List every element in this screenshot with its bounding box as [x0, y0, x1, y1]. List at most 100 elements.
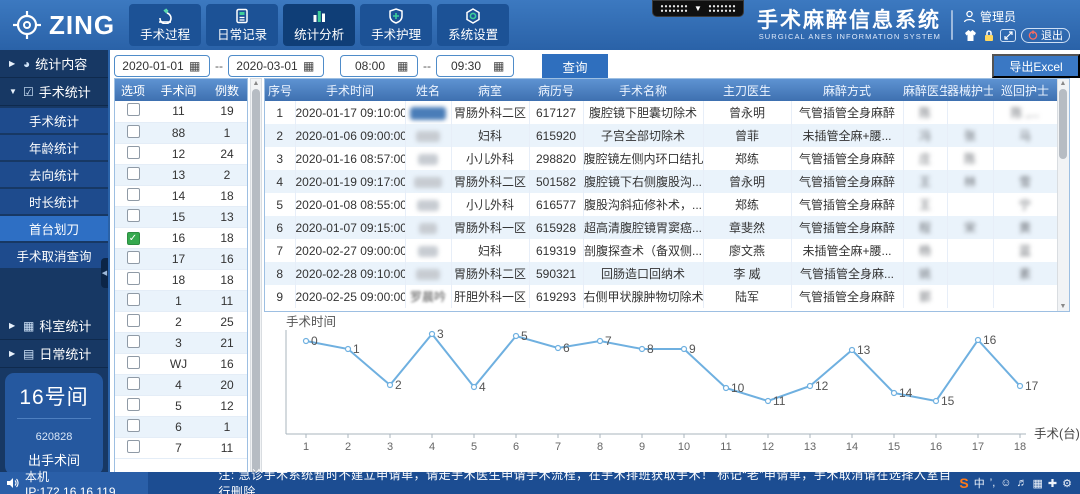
- room-checkbox[interactable]: [126, 334, 140, 348]
- cell-surgery: 腹腔镜左侧内环口结扎术: [583, 147, 704, 170]
- room-number: 4: [151, 374, 206, 396]
- sidebar-group-stat-content[interactable]: ▶ ◕ 统计内容: [0, 50, 108, 78]
- surgery-row[interactable]: 3 2020-01-16 08:57:00 小儿外科 298820 腹腔镜左侧内环口结扎…: [265, 147, 1058, 170]
- room-checkbox[interactable]: [126, 208, 140, 222]
- room-number: 5: [151, 395, 206, 417]
- room-checkbox[interactable]: [126, 418, 140, 432]
- exit-room-button[interactable]: 出手术间: [27, 453, 80, 468]
- room-checkbox[interactable]: [126, 250, 140, 264]
- room-checkbox[interactable]: [126, 145, 140, 159]
- svg-text:7: 7: [555, 441, 561, 453]
- cell-surgery: 腹股沟斜疝修补术，...: [583, 193, 704, 216]
- svg-text:17: 17: [972, 441, 984, 453]
- ime-tray[interactable]: S 中 ’, ☺ ♬ ▦ ✚ ⚙: [959, 475, 1080, 491]
- nav-statistics[interactable]: 统计分析: [283, 4, 356, 46]
- scrubs-icon[interactable]: [963, 29, 978, 42]
- cell-surgery: 腹腔镜下右侧腹股沟...: [583, 170, 704, 193]
- column-header: 器械护士: [947, 79, 993, 101]
- range-separator: --: [423, 59, 431, 73]
- calendar-icon[interactable]: ▦: [189, 59, 201, 73]
- time-to-input[interactable]: 09:30 ▦: [436, 55, 514, 77]
- sidebar: ▶ ◕ 统计内容 ▼ ☑ 手术统计 手术统计 年龄统计 去向统计 时长统计 首台划刀 手术…: [0, 50, 108, 475]
- cell-circulating_nurse: [993, 285, 1058, 308]
- surgery-table-header-row: 序号 手术时间 姓名 病室 病历号 手术名称 主刀医生 麻醉方式 麻醉医生 器械护士 巡回护士: [265, 79, 1057, 101]
- svg-text:9: 9: [639, 441, 645, 453]
- pie-icon: ◕: [23, 56, 31, 71]
- clock-picker-icon[interactable]: ▦: [493, 59, 505, 73]
- cell-seq: 2: [265, 124, 296, 147]
- tray-icon[interactable]: ✚: [1047, 477, 1058, 490]
- dock-dots-right: [707, 4, 736, 13]
- case-count: 11: [206, 290, 247, 312]
- sidebar-item-4[interactable]: 首台划刀: [0, 216, 108, 241]
- cell-anesthesia: 未插管全麻+腰...: [791, 124, 904, 147]
- room-checkbox[interactable]: [126, 292, 140, 306]
- room-checkbox[interactable]: [126, 397, 140, 411]
- room-checkbox[interactable]: [126, 376, 140, 390]
- lock-icon[interactable]: [983, 29, 995, 42]
- time-from-input[interactable]: 08:00 ▦: [340, 55, 418, 77]
- svg-text:12: 12: [815, 379, 829, 393]
- nav-system-settings[interactable]: 系统设置: [437, 4, 510, 46]
- cell-patient: [405, 262, 452, 285]
- tray-icon[interactable]: ☺: [1000, 477, 1012, 489]
- tray-icon[interactable]: ’,: [989, 477, 996, 489]
- sidebar-item-5[interactable]: 手术取消查询: [0, 243, 108, 268]
- room-checkbox[interactable]: [126, 313, 140, 327]
- sidebar-item-0[interactable]: 手术统计: [0, 108, 108, 133]
- nav-daily-record[interactable]: 日常记录: [206, 4, 279, 46]
- sidebar-collapse-handle[interactable]: ◀: [101, 258, 108, 288]
- nav-surgery-process[interactable]: 手术过程: [129, 4, 202, 46]
- room-checkbox[interactable]: ✓: [126, 232, 140, 245]
- expand-button[interactable]: [1000, 28, 1016, 42]
- room-checkbox[interactable]: [126, 124, 140, 138]
- calendar-icon[interactable]: ▦: [303, 59, 315, 73]
- svg-text:11: 11: [773, 394, 786, 408]
- surgery-row[interactable]: 6 2020-01-07 09:15:00 胃肠外科一区 615928 超高清腹腔镜胃窦…: [265, 216, 1058, 239]
- tray-icon[interactable]: 中: [973, 478, 985, 490]
- surgery-row[interactable]: 7 2020-02-27 09:00:00 妇科 619319 剖腹探查术（备双侧...…: [265, 239, 1058, 262]
- surgery-row[interactable]: 1 2020-01-17 09:10:00 胃肠外科二区 617127 腹腔镜下胆囊切除…: [265, 101, 1058, 124]
- tray-icon[interactable]: ⚙: [1062, 477, 1072, 490]
- dock-widget[interactable]: ▼: [652, 0, 744, 17]
- room-checkbox[interactable]: [126, 439, 140, 453]
- surgery-row[interactable]: 5 2020-01-08 08:55:00 小儿外科 616577 腹股沟斜疝修补术，.…: [265, 193, 1058, 216]
- sidebar-item-2[interactable]: 去向统计: [0, 162, 108, 187]
- sidebar-spacer: [0, 268, 108, 312]
- date-from-input[interactable]: 2020-01-01 ▦: [114, 55, 210, 77]
- sidebar-group-surgery-stats[interactable]: ▼ ☑ 手术统计: [0, 78, 108, 106]
- speaker-icon[interactable]: [6, 477, 19, 489]
- room-checkbox[interactable]: [126, 166, 140, 180]
- room-list-scrollbar[interactable]: ▲ ▼: [250, 78, 262, 494]
- sidebar-group-dept-stats[interactable]: ▶ ▦ 科室统计: [0, 312, 108, 340]
- surgery-row[interactable]: 8 2020-02-28 09:10:00 胃肠外科二区 590321 回肠造口回纳术李…: [265, 262, 1058, 285]
- export-excel-button[interactable]: 导出Excel: [992, 54, 1080, 78]
- svg-text:0: 0: [311, 334, 318, 348]
- nav-surgery-nursing[interactable]: 手术护理: [360, 4, 433, 46]
- room-checkbox[interactable]: [126, 355, 140, 369]
- surgery-table-scrollbar[interactable]: ▲ ▼: [1057, 79, 1069, 311]
- sidebar-group-daily-stats[interactable]: ▶ ▤ 日常统计: [0, 340, 108, 368]
- nav-label: 系统设置: [448, 28, 499, 42]
- cell-circulating_nurse: 马: [993, 124, 1058, 147]
- cell-time: 2020-02-25 09:00:00: [295, 285, 406, 308]
- sidebar-item-3[interactable]: 时长统计: [0, 189, 108, 214]
- room-checkbox[interactable]: [126, 271, 140, 285]
- logout-button[interactable]: 退出: [1021, 27, 1070, 43]
- case-count: 13: [206, 206, 247, 228]
- room-checkbox[interactable]: [126, 187, 140, 201]
- sogou-ime-icon[interactable]: S: [959, 475, 969, 491]
- room-number: 17: [151, 248, 206, 270]
- query-button[interactable]: 查询: [542, 54, 608, 78]
- sidebar-item-1[interactable]: 年龄统计: [0, 135, 108, 160]
- cell-patient: 罗晨吟: [405, 285, 452, 308]
- svg-text:13: 13: [804, 441, 816, 453]
- surgery-row[interactable]: 9 2020-02-25 09:00:00 罗晨吟 肝胆外科一区 619293 右侧甲状腺…: [265, 285, 1058, 308]
- clock-picker-icon[interactable]: ▦: [397, 59, 409, 73]
- date-to-input[interactable]: 2020-03-01 ▦: [228, 55, 324, 77]
- room-checkbox[interactable]: [126, 103, 140, 117]
- surgery-row[interactable]: 4 2020-01-19 09:17:00 胃肠外科二区 501582 腹腔镜下右侧腹股…: [265, 170, 1058, 193]
- surgery-row[interactable]: 2 2020-01-06 09:00:00 妇科 615920 子宫全部切除术 曾菲 未插管…: [265, 124, 1058, 147]
- tray-icon[interactable]: ♬: [1016, 477, 1028, 489]
- tray-icon[interactable]: ▦: [1032, 477, 1043, 490]
